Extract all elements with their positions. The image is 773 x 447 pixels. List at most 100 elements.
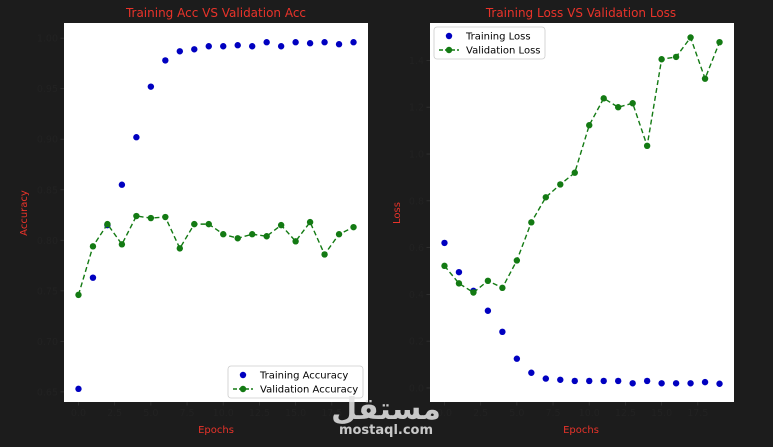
x-tick-label: 15.0 [285,408,306,419]
validation-loss-point [586,122,593,129]
validation-loss-point [614,104,622,111]
validation-accuracy-point [234,235,241,242]
loss-series [441,34,723,387]
y-tick-label: 0.95 [37,84,58,95]
y-tick-label: 0.85 [37,185,58,196]
x-tick-label: 5.0 [143,408,158,419]
training-loss-point [701,378,709,386]
y-tick-label: 0.2 [409,337,424,348]
validation-accuracy-point [118,241,126,248]
validation-accuracy-point [220,231,227,238]
y-tick-label: 0.65 [37,387,58,398]
x-tick-label: 0.0 [71,408,86,419]
watermark-arabic: مستقل [331,392,441,427]
x-tick-label: 17.5 [687,408,708,419]
loss-y-axis-label: Loss [392,202,403,224]
validation-loss-point [672,53,680,61]
validation-accuracy-point [133,212,140,220]
loss-chart-title: Training Loss VS Validation Loss [485,6,676,20]
validation-loss-point [484,277,492,285]
training-accuracy-legend-label: Training Accuracy [259,371,348,382]
y-tick-label: 0.80 [37,236,58,247]
acc-legend: Training Accuracy Validation Accuracy [227,365,364,399]
x-tick-label: 0.0 [437,408,452,419]
y-tick-label: 1.00 [37,34,58,45]
y-tick-label: 0.90 [37,135,58,146]
x-tick-label: 12.5 [615,408,636,419]
training-loss-point [672,380,680,387]
mostaql-watermark: مستقل mostaql.com [331,392,441,438]
legend-box [227,365,364,399]
y-tick-label: 0.75 [37,286,58,297]
x-tick-label: 15.0 [651,408,672,419]
training-loss-point [586,377,593,385]
legend-box [433,26,546,60]
training-loss-point [571,377,578,385]
training-accuracy-point [220,43,227,50]
training-loss-legend-label: Training Loss [465,32,531,43]
x-tick-label: 17.5 [321,408,342,419]
acc-series [75,39,357,393]
validation-accuracy-point [147,214,155,222]
training-accuracy-point [277,43,285,50]
training-accuracy-point [75,385,82,393]
training-accuracy-point [234,42,241,49]
training-loss-point [687,380,694,387]
x-tick-label: 7.5 [545,408,560,419]
training-accuracy-point [162,57,169,64]
training-accuracy-legend-marker [239,371,247,379]
training-loss-point [542,375,550,382]
validation-loss-point [557,181,564,188]
validation-loss-point [499,284,506,292]
loss-plot-area [430,23,734,402]
validation-loss-point [441,262,448,270]
validation-loss-point [542,194,550,201]
training-accuracy-point [133,134,140,141]
training-loss-point [441,239,448,247]
validation-loss-legend-label: Validation Loss [466,46,541,57]
validation-loss-point [716,38,723,46]
validation-accuracy-point [263,233,270,240]
training-loss-point [643,377,651,385]
validation-loss-point [528,219,535,226]
training-loss-point [455,268,463,276]
validation-loss-point [455,280,463,287]
training-loss-point [600,377,607,385]
y-tick-label: 0.70 [37,337,58,348]
training-loss-point [614,377,622,385]
training-accuracy-point [118,181,126,188]
validation-accuracy-point [205,220,212,228]
y-tick-label: 0.0 [409,383,424,394]
training-loss-point [629,380,636,387]
validation-accuracy-point [104,220,111,228]
acc-y-axis-label: Accuracy [19,190,30,236]
validation-accuracy-point [162,213,169,221]
y-tick-label: 1.0 [409,150,424,161]
validation-accuracy-point [89,243,97,250]
training-loss-point [658,380,665,387]
watermark-domain: mostaql.com [339,423,433,438]
validation-loss-point [571,169,578,176]
y-tick-label: 1.4 [409,56,424,67]
acc-x-axis-label: Epochs [198,425,234,436]
validation-accuracy-point [277,221,285,229]
x-tick-label: 2.5 [473,408,488,419]
y-tick-label: 1.2 [409,103,424,114]
training-accuracy-point [89,274,97,281]
x-tick-label: 10.0 [579,408,600,419]
validation-accuracy-legend-label: Validation Accuracy [260,385,358,396]
validation-accuracy-point [292,238,299,245]
acc-chart-title: Training Acc VS Validation Acc [125,6,306,20]
loss-legend: Training Loss Validation Loss [433,26,546,60]
training-accuracy-point [191,46,198,53]
training-loss-point [499,328,506,336]
training-accuracy-point [263,39,270,46]
validation-accuracy-line [77,215,354,296]
validation-accuracy-legend-marker [239,385,247,393]
validation-accuracy-point [248,231,256,238]
training-loss-point [557,376,564,383]
acc-plot-area [64,23,368,402]
validation-accuracy-point [75,291,82,299]
validation-loss-point [658,56,665,63]
